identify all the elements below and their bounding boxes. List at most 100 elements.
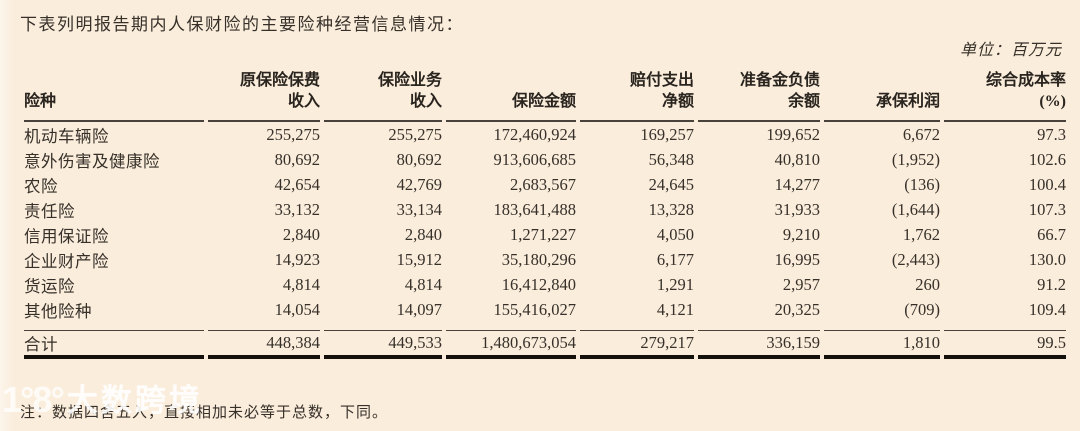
- value-cell: 109.4: [1028, 299, 1066, 319]
- value-cell: 2,683,567: [510, 174, 576, 194]
- header-line: 险种: [24, 93, 57, 110]
- value-cell: 1,271,227: [510, 224, 576, 244]
- unit-label: 单位：百万元: [959, 42, 1062, 59]
- value-cell: 4,050: [656, 224, 694, 244]
- table-row: 货运险 4,814 4,814 16,412,840 1,291 2,957 260 91.2: [24, 272, 1066, 297]
- footnote: 注：数据四舍五入，直接相加未必等于总数，下同。: [20, 405, 389, 421]
- value-cell: 9,210: [782, 224, 820, 244]
- row-label-cell: 其他险种: [24, 301, 92, 321]
- table-row: 信用保证险 2,840 2,840 1,271,227 4,050 9,210 1,762 6…: [24, 222, 1066, 247]
- value-cell: 40,810: [774, 149, 820, 169]
- value-cell: 4,814: [404, 274, 442, 294]
- header-line: 赔付支出: [629, 72, 694, 89]
- value-cell: [824, 322, 940, 330]
- scan-edge-highlight: [0, 0, 14, 431]
- value-cell: 155,416,027: [493, 299, 577, 319]
- row-label-cell: 合计: [24, 330, 204, 359]
- value-cell: [446, 322, 576, 330]
- header-cell-underwriting-profit: 承保利润: [824, 64, 940, 122]
- total-row: 合计 448,384 449,533 1,480,673,054 279,217 336,…: [24, 330, 1066, 359]
- header-cell-combined-cost-ratio: 综合成本率 (%): [944, 64, 1066, 122]
- insurance-lines-table: 险种 原保险保费 收入 保险业务 收入 保险金额 赔付支出 净额 准备金负债 余额 承保利润 综合成本…: [20, 64, 1070, 359]
- row-label-cell: 责任险: [24, 201, 75, 221]
- row-label-cell: 企业财产险: [24, 251, 109, 271]
- header-line: 综合成本率: [985, 72, 1066, 89]
- row-label-cell: 意外伤害及健康险: [24, 151, 160, 171]
- value-cell: (136): [904, 174, 940, 194]
- value-cell: 2,840: [404, 224, 442, 244]
- value-cell: [698, 322, 820, 330]
- table-header: 险种 原保险保费 收入 保险业务 收入 保险金额 赔付支出 净额 准备金负债 余额 承保利润 综合成本…: [24, 64, 1066, 122]
- row-label-cell: 机动车辆险: [24, 126, 109, 146]
- value-cell: 1,291: [656, 274, 694, 294]
- value-cell: 66.7: [1037, 224, 1066, 244]
- table-row: 机动车辆险 255,275 255,275 172,460,924 169,257 199…: [24, 122, 1066, 147]
- value-cell: 260: [915, 274, 940, 294]
- header-cell-reserve-liability-balance: 准备金负债 余额: [698, 64, 820, 122]
- value-cell: 336,159: [698, 330, 820, 359]
- spacer-row: [24, 322, 1066, 330]
- table-header-row: 险种 原保险保费 收入 保险业务 收入 保险金额 赔付支出 净额 准备金负债 余额 承保利润 综合成本…: [24, 64, 1066, 122]
- value-cell: 1,480,673,054: [446, 330, 576, 359]
- header-line: 保险业务: [377, 72, 442, 89]
- value-cell: 35,180,296: [501, 249, 576, 269]
- value-cell: 31,933: [774, 199, 820, 219]
- table-row: 意外伤害及健康险 80,692 80,692 913,606,685 56,348 40,…: [24, 147, 1066, 172]
- row-label-cell: 信用保证险: [24, 226, 109, 246]
- value-cell: 6,672: [902, 124, 940, 144]
- value-cell: 33,134: [396, 199, 442, 219]
- header-line: 收入: [409, 93, 442, 110]
- value-cell: 1,810: [824, 330, 940, 359]
- header-line: 准备金负债: [739, 72, 820, 89]
- value-cell: [324, 322, 442, 330]
- row-label-cell: 货运险: [24, 276, 75, 296]
- value-cell: 56,348: [648, 149, 694, 169]
- value-cell: (1,644): [891, 199, 940, 219]
- value-cell: 6,177: [656, 249, 694, 269]
- header-line: 净额: [661, 93, 694, 110]
- value-cell: 449,533: [324, 330, 442, 359]
- value-cell: 107.3: [1028, 199, 1066, 219]
- value-cell: 16,412,840: [501, 274, 576, 294]
- value-cell: 13,328: [648, 199, 694, 219]
- document-title: 下表列明报告期内人保财险的主要险种经营信息情况：: [20, 15, 464, 34]
- value-cell: (1,952): [891, 149, 940, 169]
- value-cell: 1,762: [902, 224, 940, 244]
- value-cell: 91.2: [1037, 274, 1066, 294]
- value-cell: 255,275: [266, 124, 320, 144]
- header-line: 原保险保费: [239, 72, 320, 89]
- header-cell-line-of-business: 险种: [24, 64, 204, 122]
- value-cell: [944, 322, 1066, 330]
- table-body: 机动车辆险 255,275 255,275 172,460,924 169,257 199…: [24, 122, 1066, 359]
- header-cell-net-claims-paid: 赔付支出净额: [580, 64, 694, 122]
- table-row: 其他险种 14,054 14,097 155,416,027 4,121 20,325 (7…: [24, 297, 1066, 322]
- value-cell: 33,132: [274, 199, 320, 219]
- value-cell: 80,692: [274, 149, 320, 169]
- value-cell: 130.0: [1028, 249, 1066, 269]
- value-cell: 99.5: [944, 330, 1066, 359]
- table-row: 企业财产险 14,923 15,912 35,180,296 6,177 16,995 (2…: [24, 247, 1066, 272]
- value-cell: 102.6: [1028, 149, 1066, 169]
- value-cell: 169,257: [640, 124, 694, 144]
- table-row: 农险 42,654 42,769 2,683,567 24,645 14,277 (136)…: [24, 172, 1066, 197]
- value-cell: [208, 322, 320, 330]
- header-line: 承保利润: [875, 93, 940, 110]
- value-cell: 80,692: [396, 149, 442, 169]
- value-cell: 42,654: [274, 174, 320, 194]
- header-line: (%): [1039, 93, 1066, 110]
- value-cell: 24,645: [648, 174, 694, 194]
- value-cell: 14,097: [396, 299, 442, 319]
- value-cell: 14,923: [274, 249, 320, 269]
- header-line: 收入: [287, 93, 320, 110]
- value-cell: 4,121: [656, 299, 694, 319]
- header-cell-insurance-business-income: 保险业务收入: [324, 64, 442, 122]
- value-cell: 183,641,488: [493, 199, 577, 219]
- value-cell: 16,995: [774, 249, 820, 269]
- value-cell: 14,054: [274, 299, 320, 319]
- value-cell: 42,769: [396, 174, 442, 194]
- value-cell: 97.3: [1037, 124, 1066, 144]
- value-cell: 20,325: [774, 299, 820, 319]
- value-cell: (709): [904, 299, 940, 319]
- value-cell: 14,277: [774, 174, 820, 194]
